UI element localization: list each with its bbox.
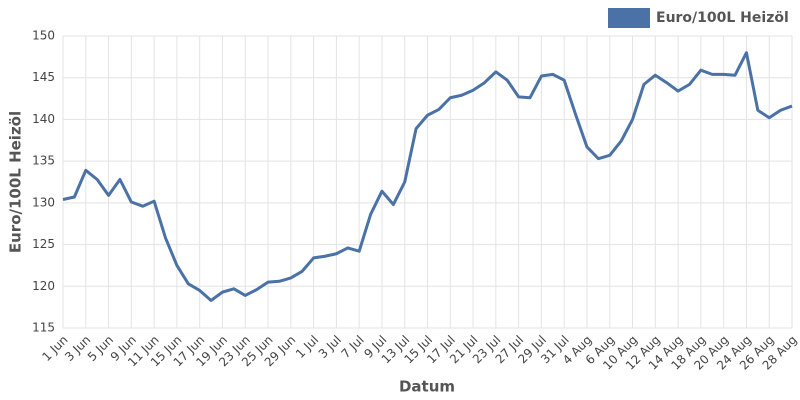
y-tick-label: 115 — [32, 321, 55, 335]
legend-label: Euro/100L Heizöl — [656, 10, 789, 26]
x-axis-title: Datum — [399, 378, 455, 396]
data-line — [62, 51, 793, 302]
legend-swatch — [608, 8, 650, 28]
x-tick-label: 3 Jun — [62, 333, 93, 364]
x-tick-label: 1 Jul — [293, 333, 321, 361]
x-tick-label: 7 Jul — [339, 333, 367, 361]
x-tick-label: 3 Jul — [316, 333, 344, 361]
y-tick-label: 125 — [32, 237, 55, 251]
y-tick-label: 130 — [32, 195, 55, 209]
y-axis-title: Euro/100L Heizöl — [7, 111, 25, 253]
y-tick-label: 150 — [32, 29, 55, 43]
x-tick-label: 1 Jun — [39, 333, 70, 364]
x-tick-label: 5 Jun — [85, 333, 116, 364]
y-tick-label: 140 — [32, 112, 55, 126]
y-tick-label: 145 — [32, 70, 55, 84]
y-tick-label: 120 — [32, 279, 55, 293]
y-tick-label: 135 — [32, 154, 55, 168]
